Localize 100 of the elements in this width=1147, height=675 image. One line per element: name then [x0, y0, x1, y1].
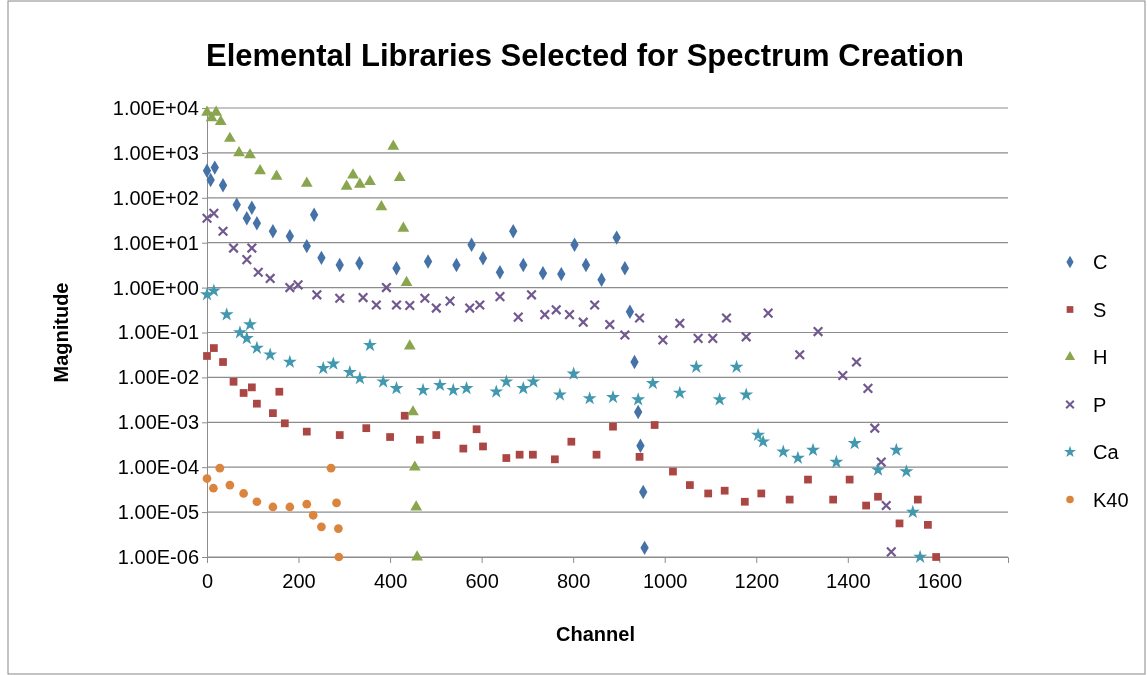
point — [871, 462, 885, 476]
point — [479, 442, 487, 451]
point — [804, 475, 812, 484]
point — [889, 442, 904, 457]
point — [224, 131, 236, 142]
x-tick-label: 0 — [201, 570, 214, 592]
x-tick-label: 400 — [373, 570, 408, 592]
point — [209, 344, 218, 352]
point — [317, 522, 326, 532]
point — [302, 427, 311, 436]
chart-title: Elemental Libraries Selected for Spectrum Creation — [205, 38, 965, 73]
point — [609, 422, 617, 431]
point — [433, 377, 447, 392]
point — [515, 450, 524, 459]
point — [432, 431, 441, 439]
point — [239, 389, 248, 397]
point — [459, 381, 474, 395]
point — [631, 392, 646, 406]
point — [516, 381, 531, 395]
legend-label: K40 — [1093, 488, 1129, 511]
point — [550, 304, 562, 316]
point — [924, 520, 932, 529]
point — [762, 307, 774, 319]
point — [311, 289, 323, 301]
point — [243, 317, 257, 331]
point — [282, 354, 297, 368]
point — [357, 292, 369, 303]
point — [539, 309, 551, 321]
point — [381, 282, 392, 293]
legend-label: H — [1093, 346, 1108, 368]
point — [899, 464, 914, 478]
point — [202, 474, 212, 483]
point — [645, 375, 660, 390]
point — [862, 501, 870, 510]
point — [502, 454, 511, 462]
point — [270, 169, 283, 180]
point — [308, 510, 318, 520]
point — [499, 374, 514, 388]
point — [214, 114, 227, 125]
point — [326, 463, 336, 473]
x-tick-label: 1400 — [826, 570, 871, 592]
point — [829, 454, 844, 468]
point — [740, 497, 749, 506]
point — [264, 273, 276, 284]
y-tick-label: 1.00E-01 — [117, 321, 199, 344]
point — [229, 377, 238, 386]
y-tick-label: 1.00E-06 — [117, 545, 199, 568]
point — [416, 382, 430, 397]
point — [285, 502, 295, 512]
point — [845, 475, 854, 484]
point — [233, 146, 245, 157]
point — [550, 455, 559, 464]
point — [252, 497, 262, 507]
point — [203, 352, 211, 360]
point — [459, 444, 468, 453]
point — [403, 339, 416, 350]
point — [415, 435, 424, 444]
point — [707, 332, 719, 344]
point — [233, 325, 247, 339]
point — [249, 340, 264, 354]
point — [880, 500, 892, 511]
point — [335, 431, 344, 439]
point — [619, 329, 631, 341]
point — [592, 450, 601, 459]
point — [397, 221, 410, 232]
point — [347, 168, 359, 179]
point — [885, 546, 897, 558]
y-axis-title: Magnitude — [50, 282, 72, 383]
point — [650, 421, 659, 429]
point — [686, 481, 694, 489]
point — [776, 444, 791, 458]
point — [829, 495, 838, 504]
y-tick-label: 1.00E+02 — [112, 186, 199, 209]
point — [244, 148, 256, 159]
y-tick-label: 1.00E+03 — [112, 141, 199, 164]
point — [604, 319, 616, 330]
point — [589, 299, 601, 311]
point — [332, 498, 341, 508]
point — [526, 289, 537, 301]
point — [529, 450, 537, 459]
point — [209, 483, 218, 493]
x-tick-label: 600 — [465, 570, 499, 592]
point — [494, 291, 506, 303]
point — [393, 170, 406, 182]
point — [806, 442, 820, 457]
point — [219, 358, 227, 366]
point — [302, 499, 312, 509]
point — [275, 387, 284, 396]
point — [634, 312, 645, 324]
legend-label: C — [1093, 251, 1108, 273]
point — [362, 424, 371, 433]
point — [316, 360, 331, 375]
point — [729, 359, 744, 373]
point — [353, 177, 366, 188]
point — [472, 425, 481, 434]
point — [411, 550, 423, 561]
point — [913, 495, 922, 504]
y-tick-label: 1.00E+01 — [112, 231, 199, 254]
point — [657, 334, 669, 346]
point — [512, 311, 524, 323]
